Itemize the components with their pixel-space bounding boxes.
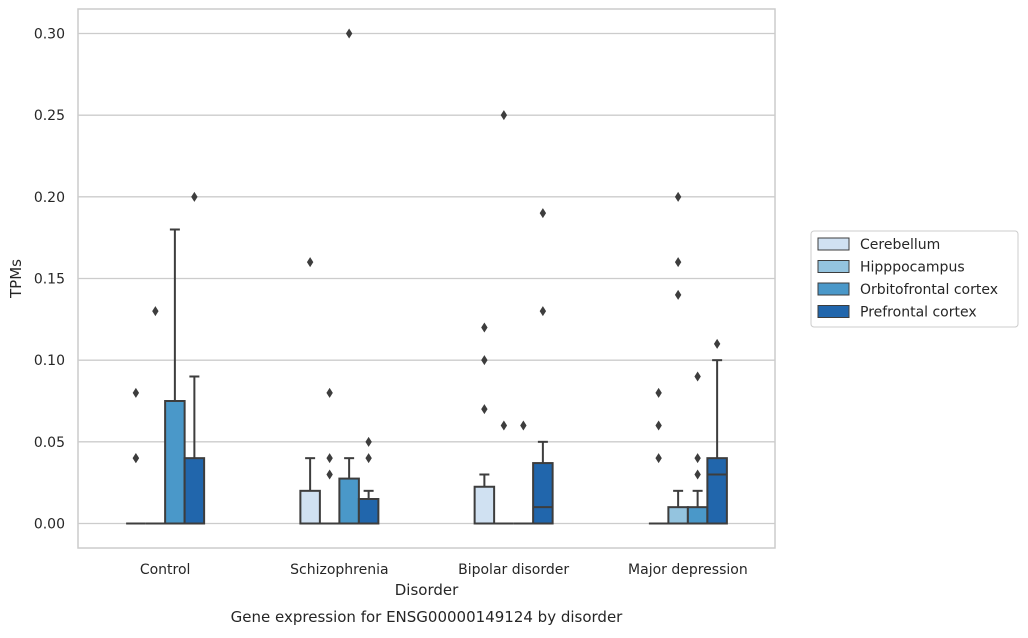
box xyxy=(667,506,689,525)
box xyxy=(473,485,496,525)
box-plot xyxy=(494,110,514,525)
box-series xyxy=(126,28,728,525)
outlier-point xyxy=(520,420,527,431)
outlier-point xyxy=(481,355,488,366)
x-tick-label: Major depression xyxy=(628,562,748,578)
plot-area-frame xyxy=(77,8,776,549)
outlier-point xyxy=(655,420,662,431)
box-plot xyxy=(164,228,186,525)
legend-frame xyxy=(810,230,1019,328)
outlier-point xyxy=(191,191,198,202)
outlier-point xyxy=(655,453,662,464)
box-plot xyxy=(299,257,321,525)
outlier-point xyxy=(500,420,508,431)
legend-swatch xyxy=(817,282,850,296)
series-group xyxy=(164,28,709,525)
series-group xyxy=(126,257,669,525)
box xyxy=(357,498,380,525)
y-tick-label: 0.15 xyxy=(34,272,65,288)
box xyxy=(532,462,554,525)
y-tick-labels: 0.00 0.05 0.10 0.15 0.20 0.25 0.30 xyxy=(34,27,65,533)
outlier-point xyxy=(674,289,682,300)
series-group xyxy=(183,191,728,525)
outlier-point xyxy=(539,208,547,219)
y-tick-label: 0.30 xyxy=(34,27,65,43)
outlier-point xyxy=(132,387,140,398)
box-plot xyxy=(706,338,728,525)
legend-swatch xyxy=(817,305,850,318)
outlier-point xyxy=(326,469,333,480)
box-plot xyxy=(513,420,534,525)
outlier-point xyxy=(694,371,701,382)
outlier-point xyxy=(713,338,721,349)
outlier-point xyxy=(694,453,701,464)
x-axis-label: Disorder xyxy=(395,581,459,599)
outlier-point xyxy=(306,257,314,268)
box xyxy=(338,477,360,525)
outlier-point xyxy=(674,257,682,268)
box-plot xyxy=(357,436,380,525)
legend-label: Hipppocampus xyxy=(860,260,965,276)
outlier-point xyxy=(326,453,333,464)
y-tick-label: 0.00 xyxy=(34,517,65,533)
box xyxy=(164,400,186,525)
box-plot xyxy=(126,387,146,525)
outlier-point xyxy=(674,191,682,202)
legend-label: Orbitofrontal cortex xyxy=(860,282,998,298)
outlier-point xyxy=(132,453,140,464)
x-tick-label: Control xyxy=(140,562,191,578)
y-tick-label: 0.25 xyxy=(34,108,65,124)
x-tick-labels: Control Schizophrenia Bipolar disorder Majo… xyxy=(140,562,748,578)
legend: Cerebellum Hipppocampus Orbitofrontal cort… xyxy=(810,230,1019,328)
outlier-point xyxy=(694,469,701,480)
outlier-point xyxy=(481,322,488,333)
box-plot xyxy=(145,306,166,525)
outlier-point xyxy=(539,306,547,317)
legend-label: Cerebellum xyxy=(860,237,940,253)
chart-caption: Gene expression for ENSG00000149124 by d… xyxy=(231,608,624,626)
outlier-point xyxy=(481,404,488,415)
y-tick-label: 0.05 xyxy=(34,435,65,451)
y-axis-label: TPMs xyxy=(7,259,25,299)
box-plot xyxy=(473,322,496,525)
box-plot xyxy=(667,191,689,525)
y-tick-label: 0.10 xyxy=(34,353,65,369)
box xyxy=(706,457,728,525)
outlier-point xyxy=(365,453,372,464)
outlier-point xyxy=(326,387,333,398)
series-group xyxy=(145,110,689,525)
outlier-point xyxy=(365,436,372,447)
outlier-point xyxy=(655,387,662,398)
x-tick-label: Schizophrenia xyxy=(290,562,388,578)
box-plot xyxy=(532,208,554,525)
box xyxy=(299,489,321,525)
outlier-point xyxy=(152,306,159,317)
y-tick-label: 0.20 xyxy=(34,190,65,206)
box-plot xyxy=(319,387,340,525)
box-plot xyxy=(648,387,669,525)
legend-label: Prefrontal cortex xyxy=(860,305,977,321)
legend-swatch xyxy=(817,237,850,251)
outlier-point xyxy=(500,110,508,121)
legend-swatch xyxy=(817,260,850,273)
box xyxy=(183,457,206,525)
outlier-point xyxy=(345,28,353,39)
box-plot xyxy=(686,371,709,525)
box xyxy=(686,506,709,525)
box-plot xyxy=(183,191,206,525)
box-plot xyxy=(338,28,360,525)
x-tick-label: Bipolar disorder xyxy=(458,562,569,578)
